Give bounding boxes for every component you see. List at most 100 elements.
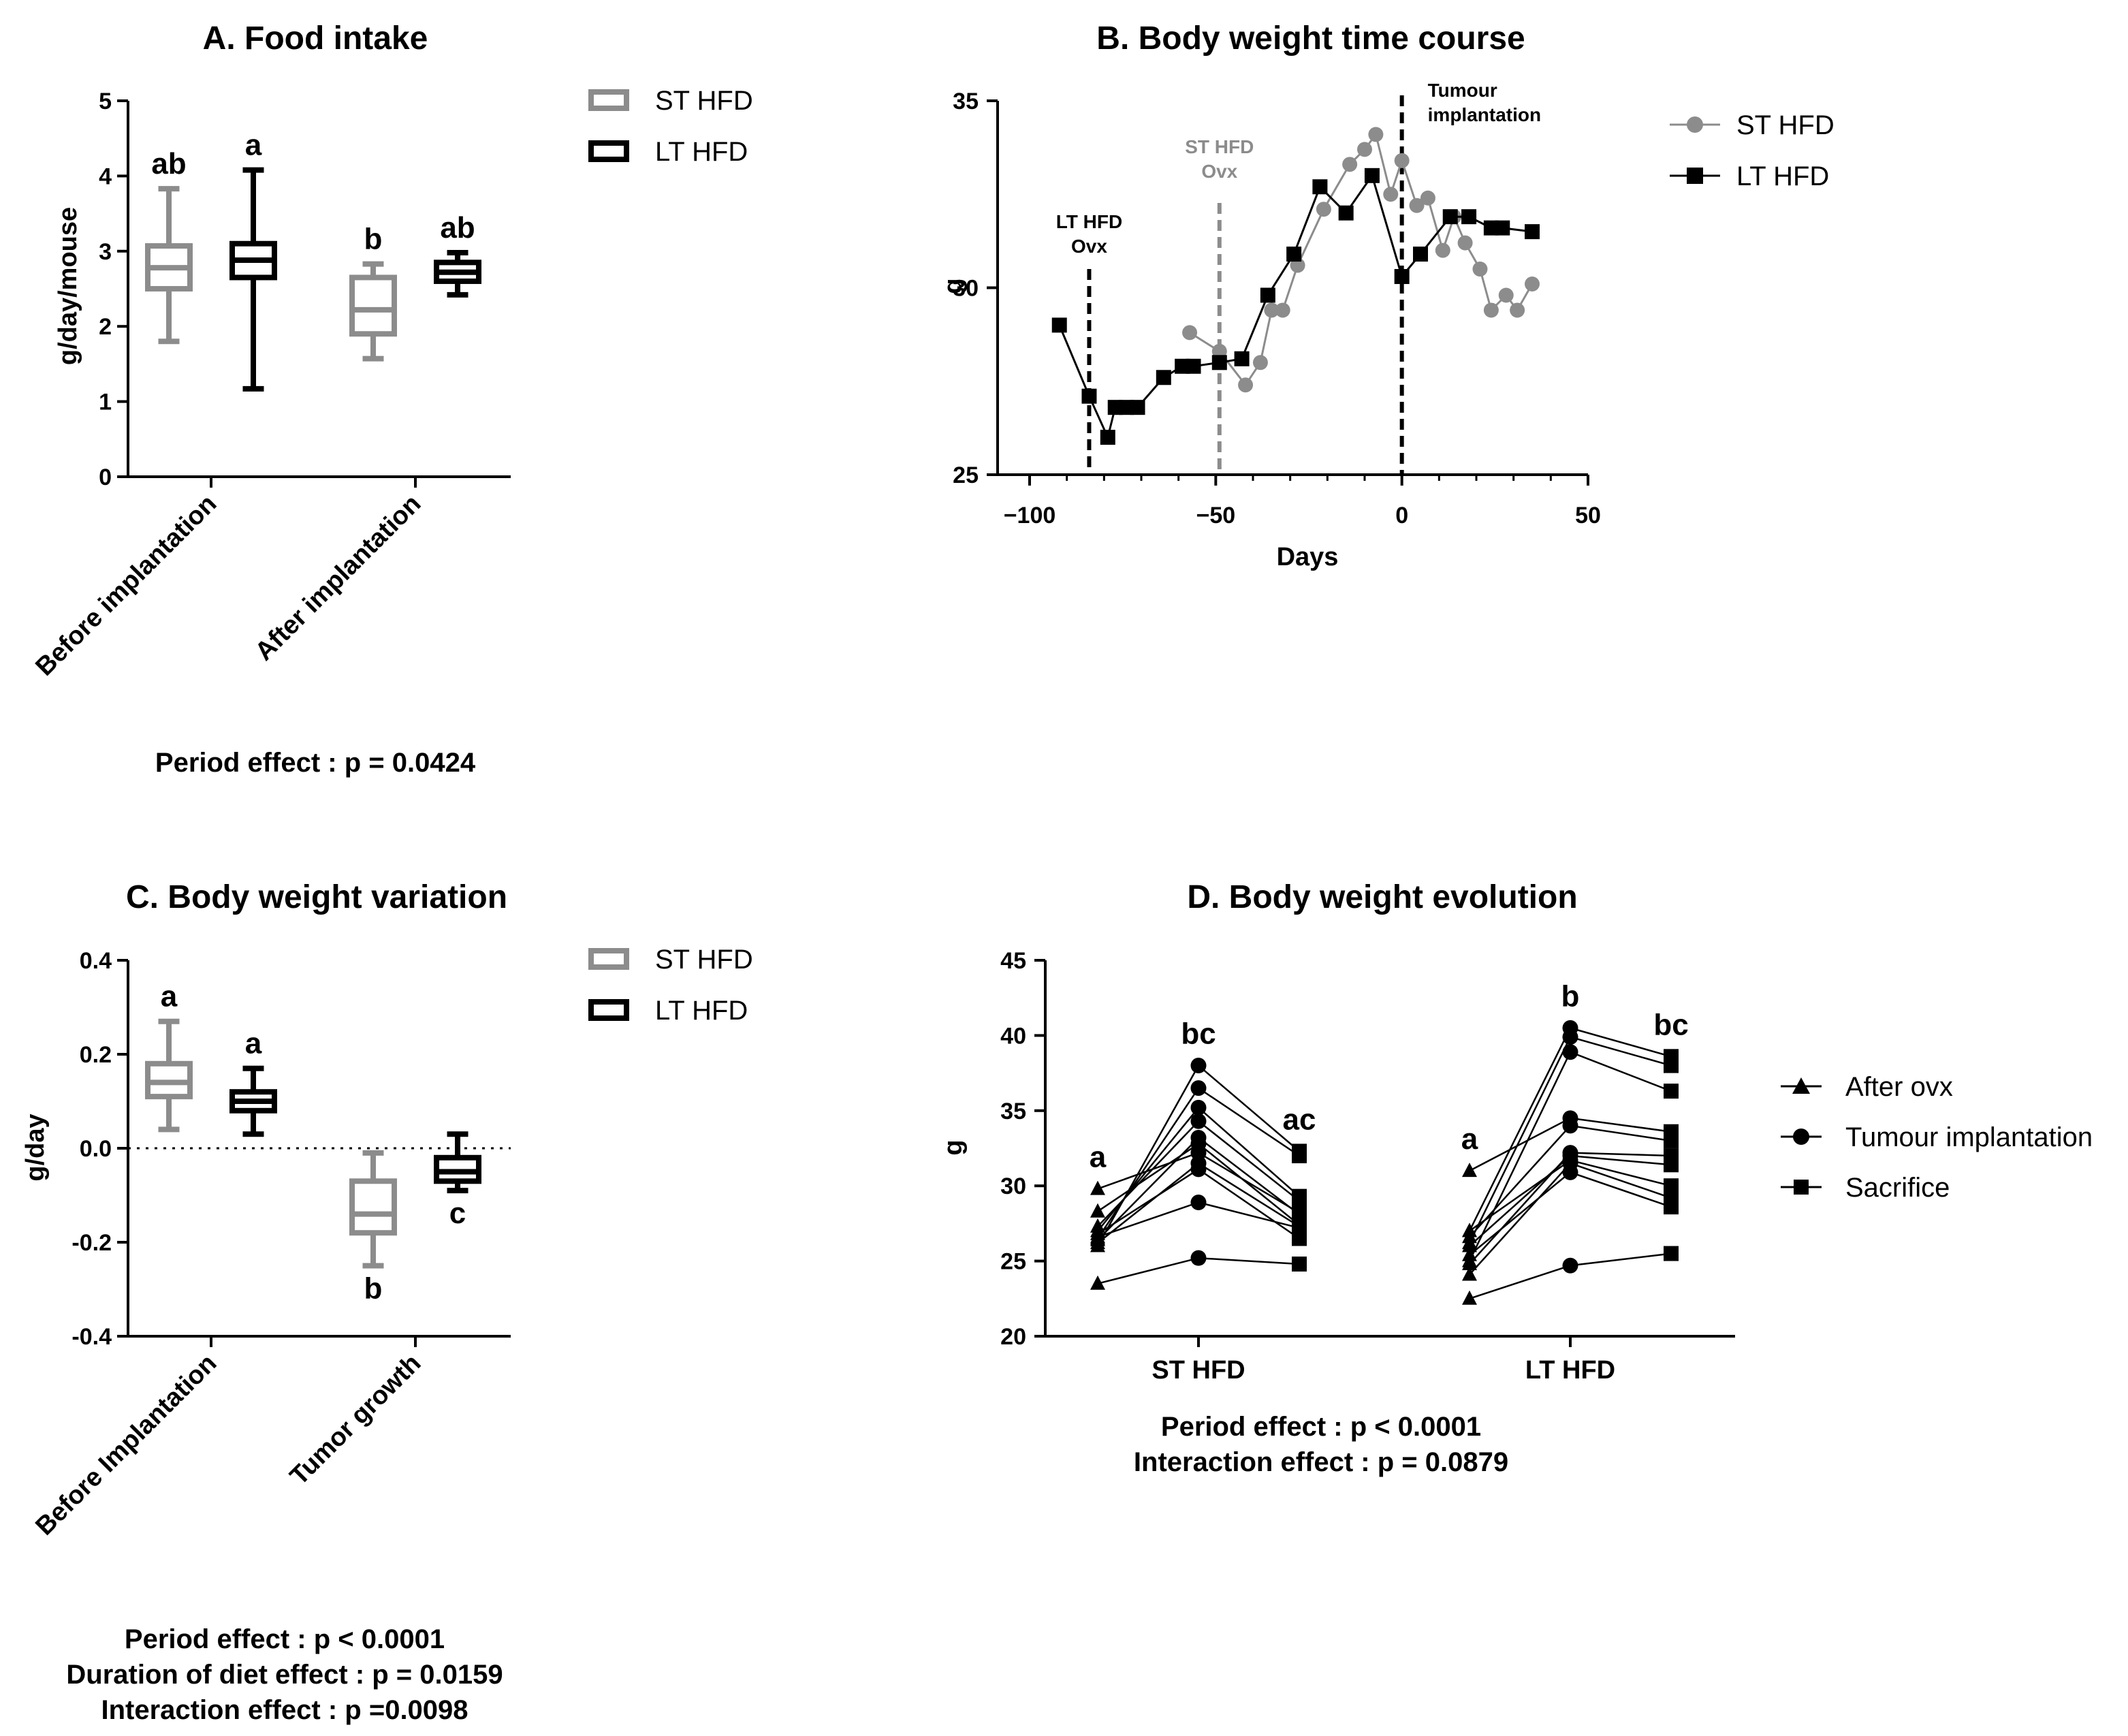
y-tick-label: 0.2 — [80, 1042, 112, 1068]
box-st-hfd-before-implantation: ab — [145, 147, 193, 345]
significance-letter: a — [161, 980, 178, 1013]
panel-c-footnote-3: Interaction effect : p =0.0098 — [101, 1695, 468, 1725]
legend-label-st-hfd: ST HFD — [1736, 110, 1835, 140]
box-lt-hfd-before-implantation: a — [229, 1027, 277, 1137]
point-sacrifice — [1664, 1199, 1679, 1215]
point-after-ovx — [1462, 1222, 1477, 1237]
point-after-ovx — [1462, 1237, 1477, 1252]
significance-letter: a — [245, 1027, 262, 1060]
panel-b-legend: ST HFD LT HFD — [1670, 110, 1835, 191]
point-after-ovx — [1090, 1275, 1105, 1290]
y-tick-label: 25 — [1000, 1249, 1026, 1275]
y-tick-label: 20 — [1000, 1324, 1026, 1350]
point-tumour-implantation — [1190, 1080, 1207, 1096]
significance-letter: a — [1461, 1122, 1478, 1156]
box-iqr — [349, 1178, 397, 1236]
point-sacrifice — [1292, 1193, 1307, 1209]
point-after-ovx — [1090, 1203, 1105, 1218]
x-category-label-after-implantation: After implantation — [250, 490, 427, 667]
data-point — [1130, 400, 1145, 415]
series-st-hfd — [1182, 127, 1540, 393]
data-point — [1383, 187, 1399, 202]
data-point — [1316, 202, 1331, 217]
panel-b-xlabel: Days — [1277, 543, 1339, 571]
x-category-label-st-hfd: ST HFD — [1152, 1356, 1245, 1385]
x-category-label-lt-hfd: LT HFD — [1525, 1356, 1615, 1385]
series-lt-hfd — [1051, 168, 1540, 445]
legend-swatch-lt-hfd — [588, 999, 629, 1021]
vline-annotation: Ovx — [1071, 236, 1107, 257]
significance-letter: a — [245, 129, 262, 162]
data-point — [1186, 358, 1201, 374]
legend-marker-st-hfd — [1687, 116, 1703, 133]
y-tick-label: 40 — [1000, 1023, 1026, 1049]
data-point — [1312, 179, 1328, 195]
point-sacrifice — [1292, 1257, 1307, 1272]
panel-c-body-weight-variation: C. Body weight variation g/day ST HFD LT… — [21, 879, 753, 1725]
box-st-hfd-before-implantation: a — [145, 980, 193, 1133]
data-point — [1156, 370, 1171, 385]
legend-swatch-st-hfd — [588, 89, 629, 111]
box-st-hfd-tumor-growth: b — [349, 1150, 397, 1306]
data-point — [1211, 355, 1227, 370]
point-after-ovx — [1090, 1229, 1105, 1244]
legend-swatch-lt-hfd — [588, 140, 629, 162]
x-category-label-before-implantation: Before Implantation — [30, 1349, 222, 1541]
legend-swatch-st-hfd — [588, 948, 629, 970]
y-tick-label: 2 — [99, 314, 112, 340]
point-after-ovx — [1462, 1266, 1477, 1281]
x-tick-label: −50 — [1196, 503, 1235, 528]
data-point — [1435, 242, 1450, 258]
y-tick-label: 30 — [1000, 1173, 1026, 1199]
point-tumour-implantation — [1562, 1257, 1578, 1274]
mouse-line — [1468, 1036, 1672, 1244]
panel-c-legend: ST HFD LT HFD — [588, 945, 753, 1026]
legend-label-lt-hfd: LT HFD — [655, 996, 748, 1026]
y-tick-label: 4 — [99, 163, 112, 189]
significance-letter: ab — [440, 211, 475, 244]
legend-marker-after-ovx — [1792, 1077, 1810, 1094]
panel-d-footnote-1: Period effect : p < 0.0001 — [1161, 1412, 1481, 1442]
y-tick-label: -0.4 — [72, 1324, 112, 1350]
panel-a-ylabel: g/day/mouse — [54, 207, 82, 365]
point-after-ovx — [1462, 1256, 1477, 1271]
group-lt-hfd: a b bc — [1461, 979, 1689, 1305]
point-after-ovx — [1090, 1180, 1105, 1195]
vline-annotation: LT HFD — [1056, 211, 1122, 232]
data-point — [1342, 157, 1358, 172]
panel-d-footnote-2: Interaction effect : p = 0.0879 — [1134, 1447, 1508, 1477]
point-after-ovx — [1462, 1163, 1477, 1178]
data-point — [1260, 287, 1275, 303]
legend-label-after-ovx: After ovx — [1845, 1072, 1953, 1102]
data-point — [1252, 355, 1268, 370]
x-category-label-tumor-growth: Tumor growth — [285, 1349, 426, 1491]
panel-b-title: B. Body weight time course — [1096, 20, 1525, 57]
data-point — [1525, 224, 1540, 240]
data-point — [1275, 302, 1290, 318]
panel-b-ylabel: g — [939, 278, 968, 294]
y-tick-label: 25 — [953, 462, 979, 488]
data-point — [1368, 127, 1384, 142]
legend-label-tumour-implantation: Tumour implantation — [1845, 1122, 2093, 1152]
panel-d-title: D. Body weight evolution — [1187, 879, 1577, 915]
data-point — [1510, 302, 1525, 318]
panel-a-legend: ST HFD LT HFD — [588, 86, 753, 167]
box-st-hfd-after-implantation: b — [349, 223, 397, 362]
legend-label-lt-hfd: LT HFD — [655, 137, 748, 167]
point-tumour-implantation — [1190, 1194, 1207, 1210]
data-point — [1100, 430, 1115, 445]
x-category-label-before-implantation: Before implantation — [30, 490, 222, 682]
point-sacrifice — [1664, 1157, 1679, 1173]
legend-marker-tumour-implantation — [1793, 1129, 1809, 1145]
x-tick-label: 0 — [1395, 503, 1408, 528]
data-point — [1081, 388, 1097, 404]
series-line-st-hfd — [1189, 131, 1534, 387]
panel-c-title: C. Body weight variation — [126, 879, 507, 915]
significance-letter: bc — [1653, 1008, 1688, 1041]
point-tumour-implantation — [1190, 1113, 1207, 1129]
panel-a-food-intake: A. Food intake g/day/mouse ST HFD LT HFD… — [30, 20, 752, 778]
data-point — [1394, 269, 1410, 285]
legend-label-st-hfd: ST HFD — [655, 86, 753, 116]
panel-b-body-weight-time-course: B. Body weight time course g Days ST HFD… — [939, 20, 1835, 571]
y-tick-label: 0.4 — [80, 948, 112, 974]
